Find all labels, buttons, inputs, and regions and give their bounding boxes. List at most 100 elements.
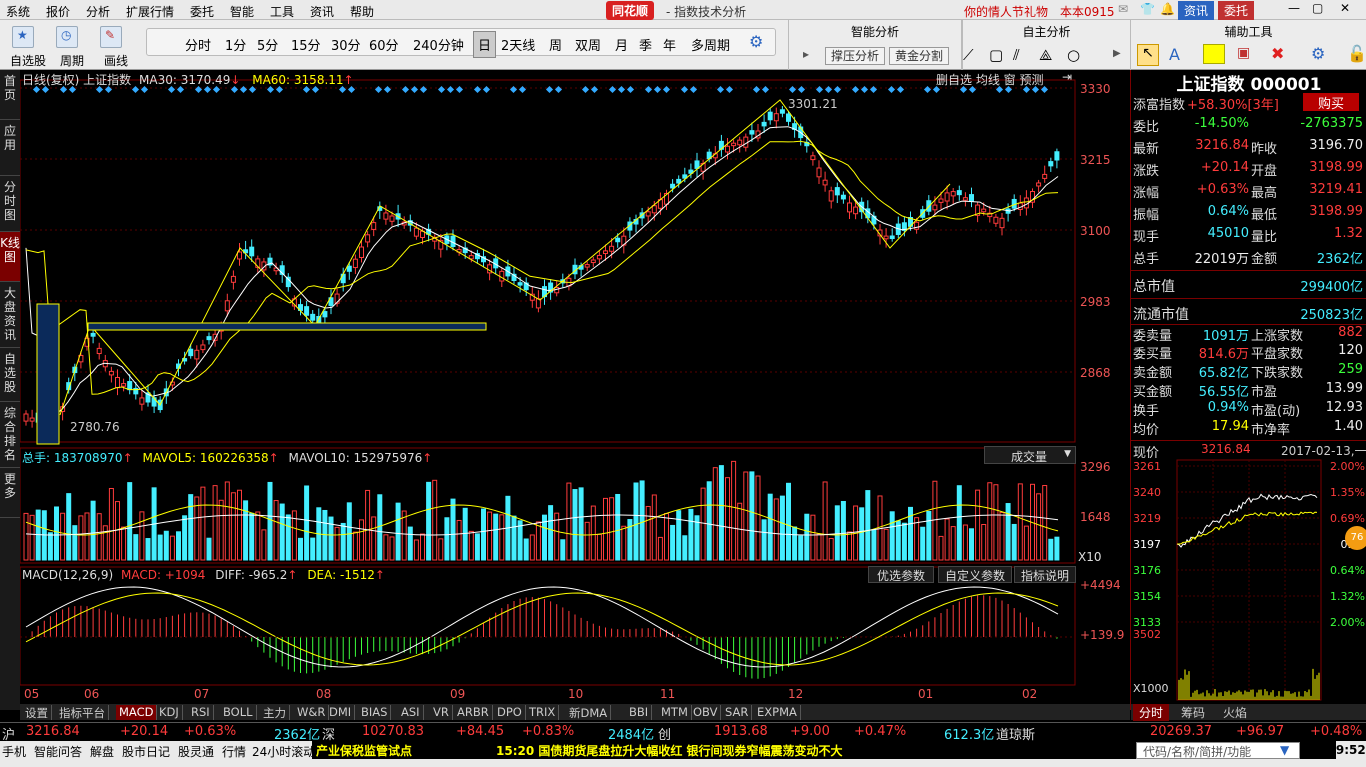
parallel-tool-icon[interactable]: ⫽ — [1013, 46, 1020, 64]
tab-flame[interactable]: 火焰 — [1223, 706, 1248, 720]
indicator-tab-设置[interactable]: 设置 — [22, 705, 52, 720]
indicator-tab-w&r[interactable]: W&R — [294, 705, 330, 720]
status-diary[interactable]: 股市日记 — [122, 745, 171, 759]
kline-chart-area[interactable]: 日线(复权) 上证指数 MA30: 3170.49↓ MA60: 3158.11… — [20, 70, 1130, 710]
indicator-tab-vr[interactable]: VR — [430, 705, 453, 720]
bell-icon[interactable]: 🔔 — [1160, 2, 1175, 16]
indicator-tab-boll[interactable]: BOLL — [220, 705, 257, 720]
entrust-button[interactable]: 委托 — [1218, 1, 1255, 20]
shirt-icon[interactable]: 👕 — [1140, 2, 1155, 16]
bookmark-icon[interactable]: ▣ — [1237, 45, 1251, 61]
preferred-params-button[interactable]: 优选参数 — [868, 566, 935, 583]
news-item-2[interactable]: 15:20 国债期货尾盘拉升大幅收红 银行间现券窄幅震荡变动不大 — [496, 744, 843, 758]
mail-icon[interactable]: ✉ — [1118, 2, 1129, 16]
intraday-mini-chart[interactable]: 32612.00%32401.35%32190.69%31970.0031760… — [1131, 458, 1366, 704]
nav-home[interactable]: 首页 — [0, 70, 20, 120]
period-year[interactable]: 年 — [663, 39, 677, 54]
cursor-icon[interactable]: ↖ — [1137, 44, 1159, 66]
floating-badge[interactable]: 76 — [1345, 526, 1366, 550]
indicator-tab-trix[interactable]: TRIX — [526, 705, 560, 720]
news-button[interactable]: 资讯 — [1178, 1, 1215, 20]
draw-line-button[interactable]: 画线 — [104, 54, 129, 68]
maximize-icon[interactable]: ▢ — [1312, 1, 1324, 15]
nav-kline[interactable]: K线图 — [0, 232, 20, 282]
period-quarter[interactable]: 季 — [639, 39, 653, 54]
period-1m[interactable]: 1分 — [225, 39, 247, 54]
settings-gear-icon[interactable]: ⚙ — [749, 32, 764, 51]
indicator-tab-asi[interactable]: ASI — [398, 705, 424, 720]
star-icon[interactable]: ★ — [12, 26, 34, 48]
period-button[interactable]: 周期 — [60, 54, 85, 68]
period-week[interactable]: 周 — [549, 39, 563, 54]
pen-icon[interactable]: ✎ — [100, 26, 122, 48]
status-24h[interactable]: 24小时滚动 — [252, 745, 316, 759]
period-2day[interactable]: 2天线 — [501, 39, 536, 54]
indicator-tab-obv[interactable]: OBV — [690, 705, 722, 720]
nav-favorites[interactable]: 自选股 — [0, 348, 20, 402]
kline-top-links[interactable]: 删自选 均线 窗 预测 — [936, 73, 1044, 87]
menu-analysis[interactable]: 分析 — [86, 5, 111, 19]
kline-svg[interactable] — [20, 70, 1130, 704]
close-icon[interactable]: ✕ — [1340, 1, 1351, 15]
indicator-tab-sar[interactable]: SAR — [722, 705, 753, 720]
menu-news[interactable]: 资讯 — [310, 5, 335, 19]
indicator-tab-kdj[interactable]: KDJ — [156, 705, 183, 720]
clock-icon[interactable]: ◷ — [56, 26, 78, 48]
nav-more[interactable]: 更多 — [0, 468, 20, 518]
indicator-tab-dmi[interactable]: DMI — [326, 705, 356, 720]
status-mobile[interactable]: 手机 — [2, 745, 27, 759]
status-qa[interactable]: 智能问答 — [34, 745, 83, 759]
period-15m[interactable]: 15分 — [291, 39, 321, 54]
period-2week[interactable]: 双周 — [575, 39, 602, 54]
nav-timeshare[interactable]: 分时图 — [0, 176, 20, 232]
indicator-help-button[interactable]: 指标说明 — [1014, 566, 1077, 583]
indicator-tab-bbi[interactable]: BBI — [626, 705, 653, 720]
menu-help[interactable]: 帮助 — [350, 5, 375, 19]
tool-settings-icon[interactable]: ⚙ — [1311, 44, 1326, 63]
support-resistance-button[interactable]: 撑压分析 — [825, 47, 886, 65]
golden-section-button[interactable]: 黄金分割 — [889, 47, 950, 65]
line-tool-icon[interactable]: ⟋ — [963, 46, 974, 64]
nav-apps[interactable]: 应用 — [0, 120, 20, 176]
custom-params-button[interactable]: 自定义参数 — [938, 566, 1013, 583]
buy-button[interactable]: 购买 — [1303, 93, 1359, 112]
color-picker[interactable] — [1203, 44, 1225, 64]
period-240m[interactable]: 240分钟 — [413, 39, 464, 54]
indicator-tab-主力[interactable]: 主力 — [260, 705, 290, 720]
lock-icon[interactable]: 🔓 — [1347, 44, 1366, 63]
indicator-tab-arbr[interactable]: ARBR — [454, 705, 493, 720]
tab-timeshare[interactable]: 分时 — [1133, 704, 1170, 721]
menu-entrust[interactable]: 委托 — [190, 5, 215, 19]
expand-icon[interactable]: ⇥ — [1062, 70, 1073, 84]
favorites-button[interactable]: 自选股 — [10, 54, 47, 68]
news-scroller[interactable]: 产业保税监管试点 15:20 国债期货尾盘拉升大幅收红 银行间现券窄幅震荡变动不… — [312, 741, 1336, 759]
circle-tool-icon[interactable]: ○ — [1067, 46, 1081, 64]
indicator-tab-bias[interactable]: BIAS — [358, 705, 392, 720]
status-analysis[interactable]: 解盘 — [90, 745, 115, 759]
period-tick[interactable]: 分时 — [185, 39, 212, 54]
tab-chips[interactable]: 筹码 — [1181, 706, 1206, 720]
indicator-tab-rsi[interactable]: RSI — [188, 705, 214, 720]
indicator-dropdown[interactable]: 成交量 ▼ — [984, 446, 1076, 464]
menu-smart[interactable]: 智能 — [230, 5, 255, 19]
promo-link[interactable]: 你的情人节礼物 — [964, 5, 1049, 19]
status-quote[interactable]: 行情 — [222, 745, 247, 759]
period-month[interactable]: 月 — [615, 39, 629, 54]
user-name[interactable]: 本本0915 — [1060, 5, 1115, 19]
status-gulingtong[interactable]: 股灵通 — [178, 745, 215, 759]
menu-tools[interactable]: 工具 — [270, 5, 295, 19]
smart-arrow-icon[interactable]: ▸ — [803, 47, 810, 61]
rect-tool-icon[interactable]: ▢ — [989, 46, 1004, 64]
indicator-tab-新dma[interactable]: 新DMA — [566, 705, 612, 720]
nav-ranking[interactable]: 综合排名 — [0, 402, 20, 468]
code-search-input[interactable]: 代码/名称/简拼/功能 — [1136, 742, 1300, 759]
more-arrow-icon[interactable]: ▶ — [1113, 48, 1121, 59]
nav-market-news[interactable]: 大盘资讯 — [0, 282, 20, 348]
period-30m[interactable]: 30分 — [331, 39, 361, 54]
period-day[interactable]: 日 — [473, 31, 497, 58]
indicator-tab-dpo[interactable]: DPO — [494, 705, 526, 720]
search-icon[interactable]: ▼ — [1280, 743, 1290, 757]
delete-icon[interactable]: ✖ — [1271, 44, 1285, 63]
minimize-icon[interactable]: — — [1288, 1, 1300, 15]
menu-quote[interactable]: 报价 — [46, 5, 71, 19]
